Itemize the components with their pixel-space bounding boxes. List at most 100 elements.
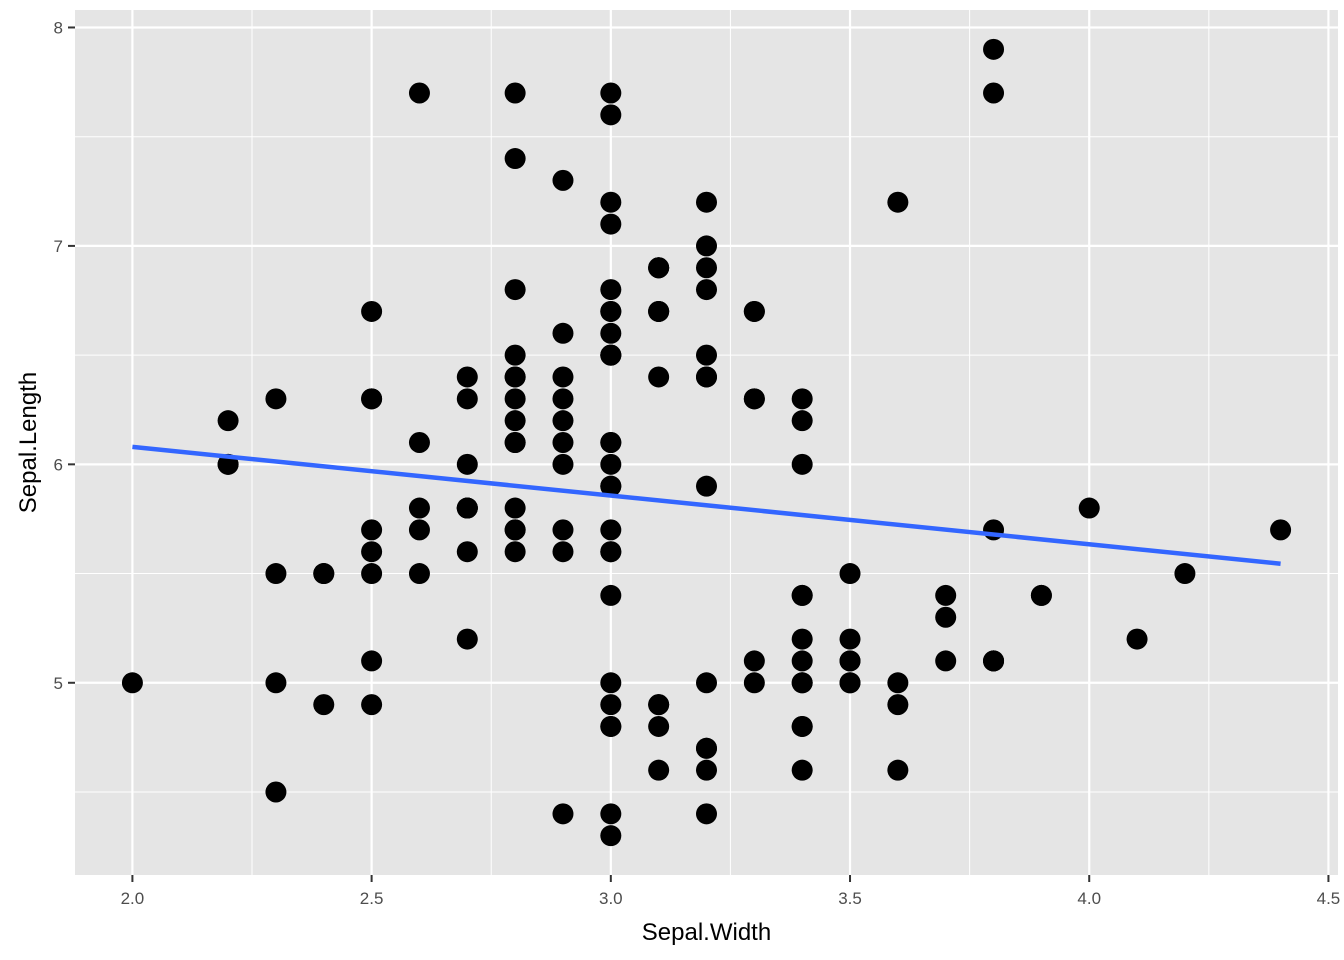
data-point: [791, 628, 813, 650]
data-point: [361, 300, 383, 322]
data-point: [791, 715, 813, 737]
data-point: [696, 235, 717, 257]
data-point: [504, 410, 526, 432]
data-point: [600, 213, 622, 235]
data-point: [1078, 497, 1100, 519]
data-point: [743, 672, 765, 694]
data-point: [361, 694, 383, 716]
data-point: [791, 650, 813, 672]
data-point: [504, 388, 526, 410]
data-point: [696, 803, 717, 825]
data-point: [600, 694, 622, 716]
data-point: [361, 563, 383, 585]
data-point: [265, 781, 287, 803]
data-point: [361, 541, 383, 563]
data-point: [983, 650, 1005, 672]
y-tick-label: 5: [54, 674, 63, 693]
data-point: [600, 344, 622, 366]
data-point: [791, 759, 813, 781]
data-points: [121, 38, 1292, 847]
data-point: [696, 475, 717, 497]
data-point: [791, 584, 813, 606]
data-point: [408, 519, 430, 541]
data-point: [600, 672, 622, 694]
data-point: [600, 715, 622, 737]
data-point: [696, 191, 717, 213]
data-point: [839, 650, 861, 672]
y-tick-label: 6: [54, 455, 63, 474]
data-point: [552, 541, 574, 563]
data-point: [600, 104, 622, 126]
data-point: [456, 541, 478, 563]
data-point: [456, 628, 478, 650]
plot-panel: [75, 10, 1338, 875]
data-point: [552, 366, 574, 388]
data-point: [265, 672, 287, 694]
x-tick-label: 3.0: [599, 889, 623, 908]
data-point: [696, 344, 717, 366]
data-point: [552, 432, 574, 453]
data-point: [456, 366, 478, 388]
data-point: [361, 650, 383, 672]
data-point: [504, 497, 526, 519]
data-point: [743, 388, 765, 410]
data-point: [456, 453, 478, 475]
y-axis-title: Sepal.Length: [15, 372, 42, 513]
data-point: [1174, 563, 1196, 585]
data-point: [217, 410, 239, 432]
data-point: [887, 694, 909, 716]
data-point: [696, 279, 717, 301]
data-point: [600, 191, 622, 213]
data-point: [504, 82, 526, 104]
data-point: [600, 453, 622, 475]
data-point: [600, 519, 622, 541]
data-point: [504, 432, 526, 453]
x-axis-ticks: 2.0 2.5 3.0 3.5 4.0 4.5: [121, 875, 1341, 908]
minor-gridlines: [75, 10, 1338, 875]
data-point: [696, 366, 717, 388]
x-tick-label: 2.0: [121, 889, 145, 908]
data-point: [743, 650, 765, 672]
data-point: [600, 279, 622, 301]
data-point: [552, 803, 574, 825]
data-point: [504, 148, 526, 170]
data-point: [648, 694, 670, 716]
data-point: [552, 388, 574, 410]
data-point: [887, 191, 909, 213]
data-point: [504, 279, 526, 301]
data-point: [408, 82, 430, 104]
data-point: [696, 759, 717, 781]
data-point: [361, 519, 383, 541]
x-tick-label: 2.5: [360, 889, 384, 908]
data-point: [600, 300, 622, 322]
data-point: [313, 694, 335, 716]
data-point: [1270, 519, 1292, 541]
data-point: [1030, 584, 1052, 606]
data-point: [552, 453, 574, 475]
data-point: [121, 672, 143, 694]
data-point: [743, 300, 765, 322]
data-point: [887, 759, 909, 781]
y-tick-label: 8: [54, 18, 63, 37]
data-point: [791, 672, 813, 694]
data-point: [839, 672, 861, 694]
data-point: [1126, 628, 1148, 650]
data-point: [600, 803, 622, 825]
data-point: [791, 388, 813, 410]
data-point: [265, 563, 287, 585]
data-point: [696, 257, 717, 279]
data-point: [408, 497, 430, 519]
data-point: [313, 563, 335, 585]
data-point: [791, 453, 813, 475]
data-point: [696, 737, 717, 759]
data-point: [552, 169, 574, 191]
data-point: [456, 497, 478, 519]
x-tick-label: 3.5: [838, 889, 862, 908]
x-tick-label: 4.5: [1317, 889, 1341, 908]
data-point: [600, 432, 622, 453]
data-point: [552, 410, 574, 432]
data-point: [552, 519, 574, 541]
data-point: [791, 410, 813, 432]
data-point: [600, 584, 622, 606]
